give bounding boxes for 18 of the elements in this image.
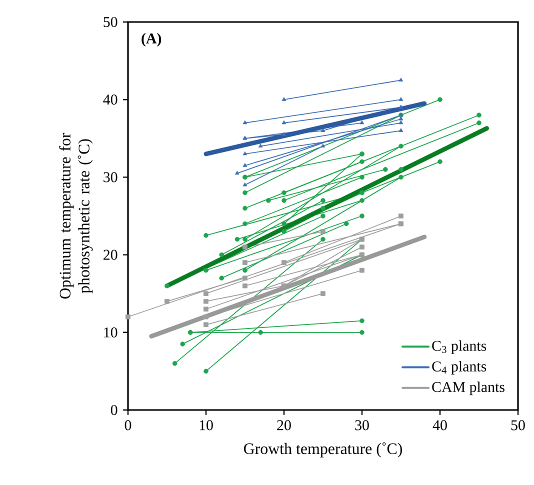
x-tick-label: 50 bbox=[511, 420, 525, 430]
legend-label: C$_{4}$ plants bbox=[432, 360, 486, 375]
x-axis-title: Growth temperature (˚C) bbox=[244, 442, 402, 458]
x-tick-label: 20 bbox=[277, 420, 291, 430]
y-tick-label: 0 bbox=[110, 404, 118, 416]
y-tick-label: 50 bbox=[104, 16, 118, 28]
x-tick-label: 30 bbox=[355, 420, 369, 430]
y-tick-label: 10 bbox=[104, 327, 118, 338]
annotation: (A) bbox=[142, 33, 162, 47]
x-tick-label: 40 bbox=[432, 420, 447, 430]
y-tick-label: 40 bbox=[103, 94, 118, 105]
y-tick-label: 20 bbox=[104, 250, 118, 260]
y-tick-label: 30 bbox=[104, 172, 118, 182]
x-tick-label: 10 bbox=[200, 420, 213, 430]
legend-label: CAM plants bbox=[432, 382, 504, 396]
y-axis-title: Optimum temperature for photosynthetic rate (˚C) bbox=[59, 132, 93, 299]
legend-label: C$_{3}$ plants bbox=[432, 340, 486, 354]
x-tick-label: 0 bbox=[124, 420, 132, 430]
